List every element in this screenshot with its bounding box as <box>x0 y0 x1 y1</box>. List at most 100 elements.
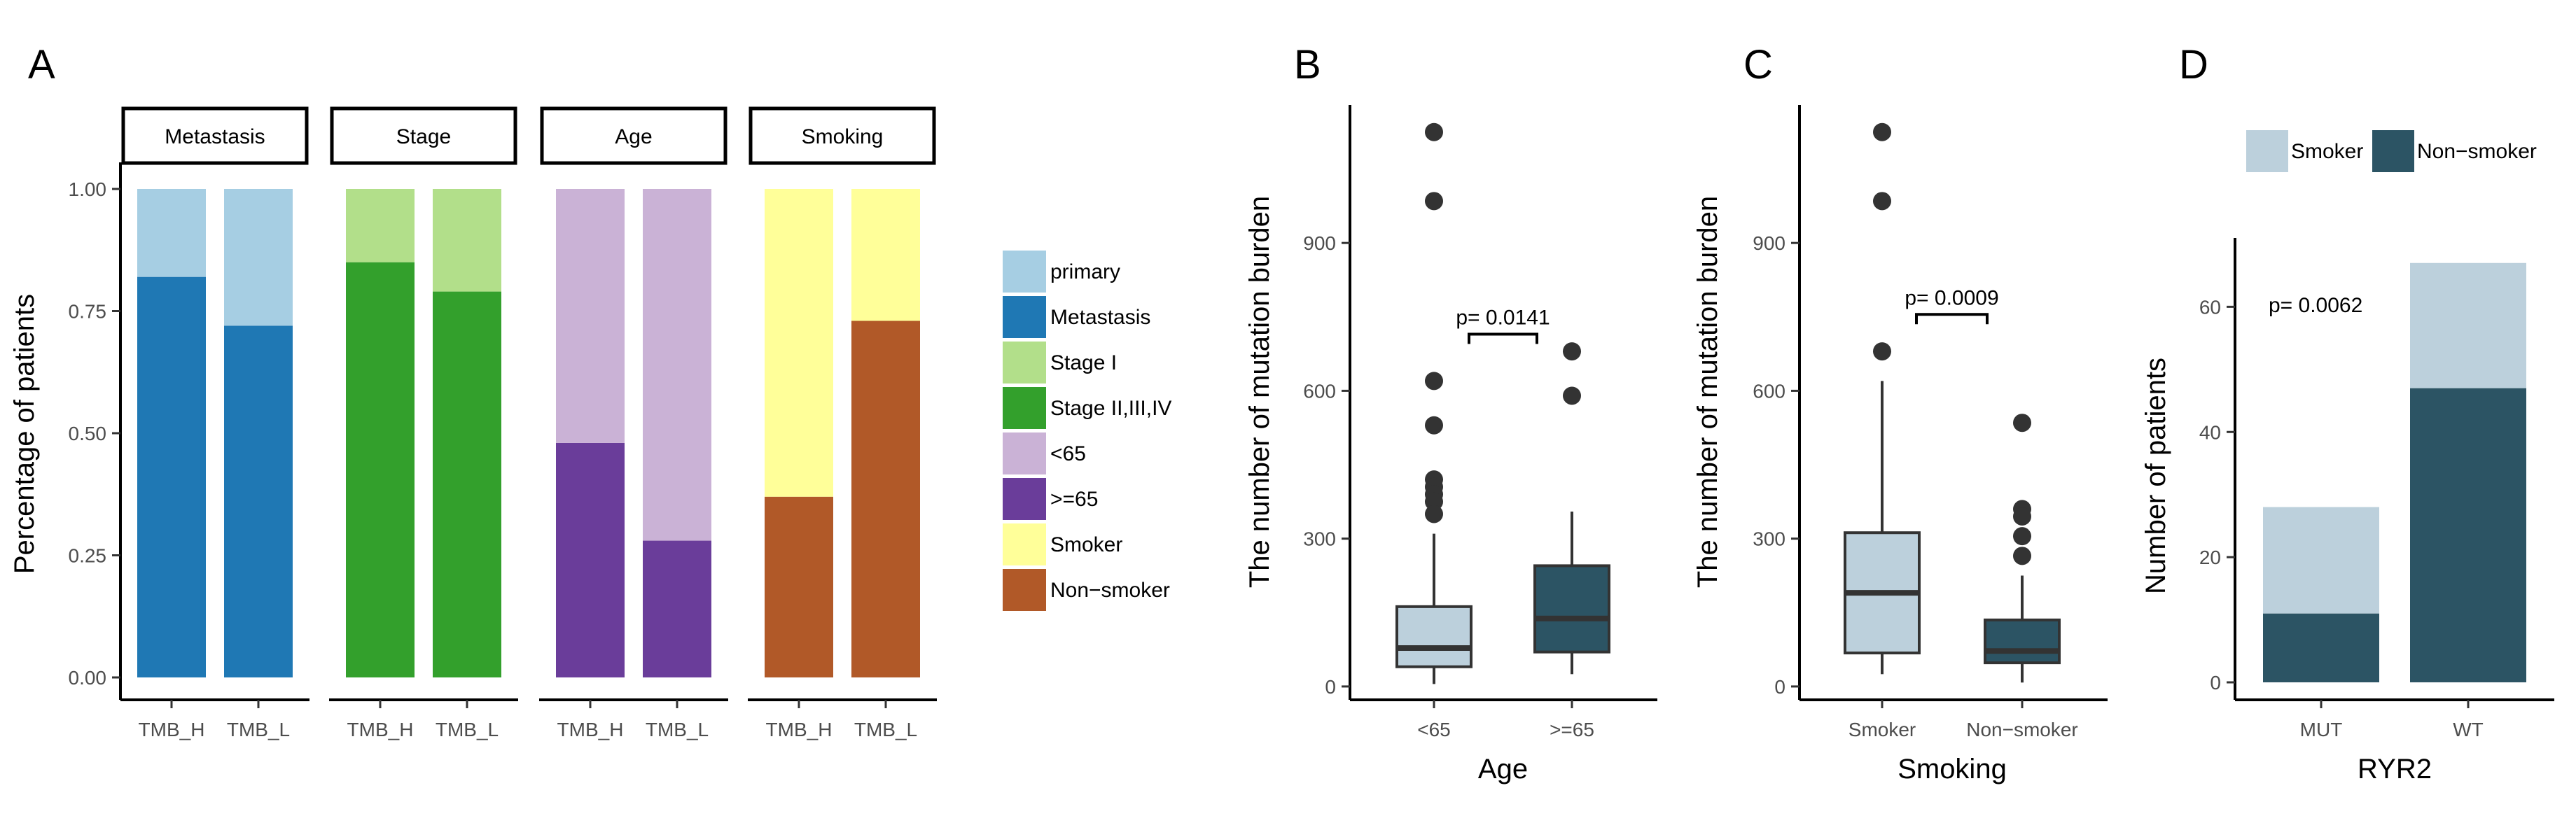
bar-tmb_h-segment <box>556 442 625 677</box>
y-tick-label: 0.25 <box>69 545 107 567</box>
p-value-label: p= 0.0141 <box>1456 306 1550 329</box>
legend-label: Non−smoker <box>2417 140 2537 163</box>
legend-label: Stage I <box>1050 351 1117 374</box>
bar-tmb_l-segment <box>643 540 711 677</box>
bar-tmb_h-segment <box>556 189 625 443</box>
outlier-point <box>1425 122 1443 141</box>
legend-label: <65 <box>1050 442 1086 465</box>
x-tick-label: TMB_H <box>766 719 833 740</box>
x-tick-label: TMB_L <box>854 719 917 740</box>
bar-tmb_l-segment <box>433 291 501 678</box>
outlier-point <box>2013 507 2031 526</box>
bar-mut-segment <box>2263 613 2379 682</box>
panel-c: C 0 300 600 900 The number of mutation burden… <box>1692 42 2108 785</box>
panel-letter: A <box>28 42 55 87</box>
legend-swatch <box>1003 432 1046 474</box>
bar-mut-segment <box>2263 507 2379 614</box>
bar-tmb_l-segment <box>851 189 920 321</box>
box-iqr <box>1533 564 1610 654</box>
outlier-point <box>1425 416 1443 435</box>
panel-d: D 0 20 40 60 Number of patients RYR2 MUT WT p= 0.… <box>2140 42 2554 785</box>
facet-strip-label: Metastasis <box>165 125 265 148</box>
bar-tmb_l-segment <box>643 189 711 541</box>
outlier-point <box>1425 192 1443 211</box>
panel-b: B 0 300 600 900 The number of mutation burden… <box>1244 42 1657 785</box>
legend-swatch <box>1003 296 1046 338</box>
outlier-point <box>2013 527 2031 546</box>
box-first <box>1395 122 1473 684</box>
x-tick-label: MUT <box>2300 719 2343 740</box>
y-tick-label: 300 <box>1753 528 1785 550</box>
legend-swatch <box>2372 130 2414 172</box>
y-tick-label: 900 <box>1753 232 1785 254</box>
facet-strip-label: Stage <box>396 125 451 148</box>
y-tick-label: 0.50 <box>69 423 107 444</box>
x-tick-label: TMB_L <box>646 719 709 740</box>
bar-tmb_h-segment <box>137 189 206 277</box>
y-axis-title: Number of patients <box>2140 358 2171 594</box>
bar-wt-segment <box>2410 388 2526 682</box>
outlier-point <box>1873 122 1891 141</box>
x-tick-label: <65 <box>1417 719 1451 740</box>
y-tick-label: 20 <box>2199 547 2221 568</box>
bar-tmb_l-segment <box>433 189 501 292</box>
y-tick-label: 1.00 <box>69 178 107 200</box>
x-tick-label: TMB_L <box>227 719 290 740</box>
bar-tmb_h-segment <box>137 276 206 677</box>
bar-tmb_l-segment <box>224 325 293 677</box>
x-tick-label: WT <box>2453 719 2484 740</box>
legend-label: Smoker <box>1050 533 1122 556</box>
y-tick-label: 600 <box>1303 380 1336 402</box>
box-iqr <box>1984 618 2061 665</box>
p-value-label: p= 0.0009 <box>1905 286 1998 309</box>
facet-age: Age TMB_H TMB_L <box>539 106 728 740</box>
bar-tmb_h-segment <box>765 189 833 497</box>
panel-letter: B <box>1294 42 1321 87</box>
outlier-point <box>2013 547 2031 565</box>
legend-a: primary Metastasis Stage I Stage II,III,IV <… <box>1003 251 1171 611</box>
bar-wt-segment <box>2410 262 2526 388</box>
bar-tmb_h-segment <box>765 496 833 677</box>
box-first <box>1844 122 1921 675</box>
y-axis-title: The number of mutation burden <box>1244 196 1275 588</box>
y-tick-label: 600 <box>1753 380 1785 402</box>
legend-label: Non−smoker <box>1050 579 1170 602</box>
y-tick-label: 0 <box>1325 676 1336 698</box>
y-tick-label: 300 <box>1303 528 1336 550</box>
y-tick-label: 0 <box>2210 672 2221 694</box>
outlier-point <box>1425 372 1443 391</box>
facet-smoking: Smoking TMB_H TMB_L <box>748 106 937 740</box>
p-value-label: p= 0.0062 <box>2269 294 2362 317</box>
facet-stage: Stage TMB_H TMB_L <box>329 106 518 740</box>
facet-strip-label: Smoking <box>802 125 884 148</box>
outlier-point <box>2013 414 2031 432</box>
x-axis-title: Age <box>1478 754 1528 785</box>
x-tick-label: Smoker <box>1849 719 1916 740</box>
legend-d: Smoker Non−smoker <box>2246 130 2537 172</box>
facet-strip <box>749 106 936 165</box>
legend-label: Metastasis <box>1050 306 1150 329</box>
x-tick-label: TMB_H <box>347 719 414 740</box>
x-tick-label: TMB_H <box>139 719 205 740</box>
legend-swatch <box>1003 569 1046 611</box>
bar-tmb_l-segment <box>224 189 293 326</box>
outlier-point <box>1873 342 1891 361</box>
panel-letter: D <box>2179 42 2208 87</box>
legend-swatch <box>1003 523 1046 565</box>
significance-bracket <box>1915 313 1989 325</box>
y-axis-title: The number of mutation burden <box>1692 196 1723 588</box>
bar-tmb_h-segment <box>346 262 415 677</box>
facet-metastasis: Metastasis TMB_H TMB_L <box>120 106 309 740</box>
facet-strip <box>540 106 727 165</box>
x-tick-label: TMB_L <box>436 719 499 740</box>
x-axis-title: Smoking <box>1898 754 2007 785</box>
outlier-point <box>1873 192 1891 211</box>
bar-tmb_l-segment <box>851 321 920 677</box>
bar-tmb_h-segment <box>346 189 415 262</box>
legend-swatch <box>1003 478 1046 520</box>
y-tick-label: 900 <box>1303 232 1336 254</box>
facet-strip <box>121 106 309 165</box>
x-tick-label: TMB_H <box>557 719 624 740</box>
legend-swatch <box>1003 251 1046 293</box>
